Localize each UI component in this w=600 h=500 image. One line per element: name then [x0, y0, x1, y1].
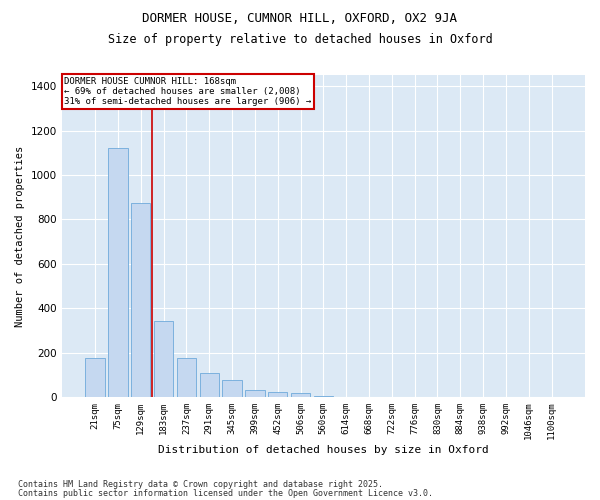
- Bar: [200, 372, 219, 397]
- Bar: [268, 392, 287, 397]
- Bar: [223, 380, 242, 397]
- Bar: [108, 148, 128, 397]
- Y-axis label: Number of detached properties: Number of detached properties: [15, 146, 25, 326]
- Text: Contains HM Land Registry data © Crown copyright and database right 2025.: Contains HM Land Registry data © Crown c…: [18, 480, 383, 489]
- Text: DORMER HOUSE CUMNOR HILL: 168sqm
← 69% of detached houses are smaller (2,008)
31: DORMER HOUSE CUMNOR HILL: 168sqm ← 69% o…: [64, 76, 311, 106]
- Bar: [291, 393, 310, 397]
- Bar: [245, 390, 265, 397]
- Text: Contains public sector information licensed under the Open Government Licence v3: Contains public sector information licen…: [18, 489, 433, 498]
- Text: DORMER HOUSE, CUMNOR HILL, OXFORD, OX2 9JA: DORMER HOUSE, CUMNOR HILL, OXFORD, OX2 9…: [143, 12, 458, 26]
- Bar: [154, 322, 173, 397]
- Bar: [314, 396, 333, 397]
- Bar: [177, 358, 196, 397]
- Bar: [85, 358, 105, 397]
- X-axis label: Distribution of detached houses by size in Oxford: Distribution of detached houses by size …: [158, 445, 489, 455]
- Text: Size of property relative to detached houses in Oxford: Size of property relative to detached ho…: [107, 32, 493, 46]
- Bar: [131, 202, 151, 397]
